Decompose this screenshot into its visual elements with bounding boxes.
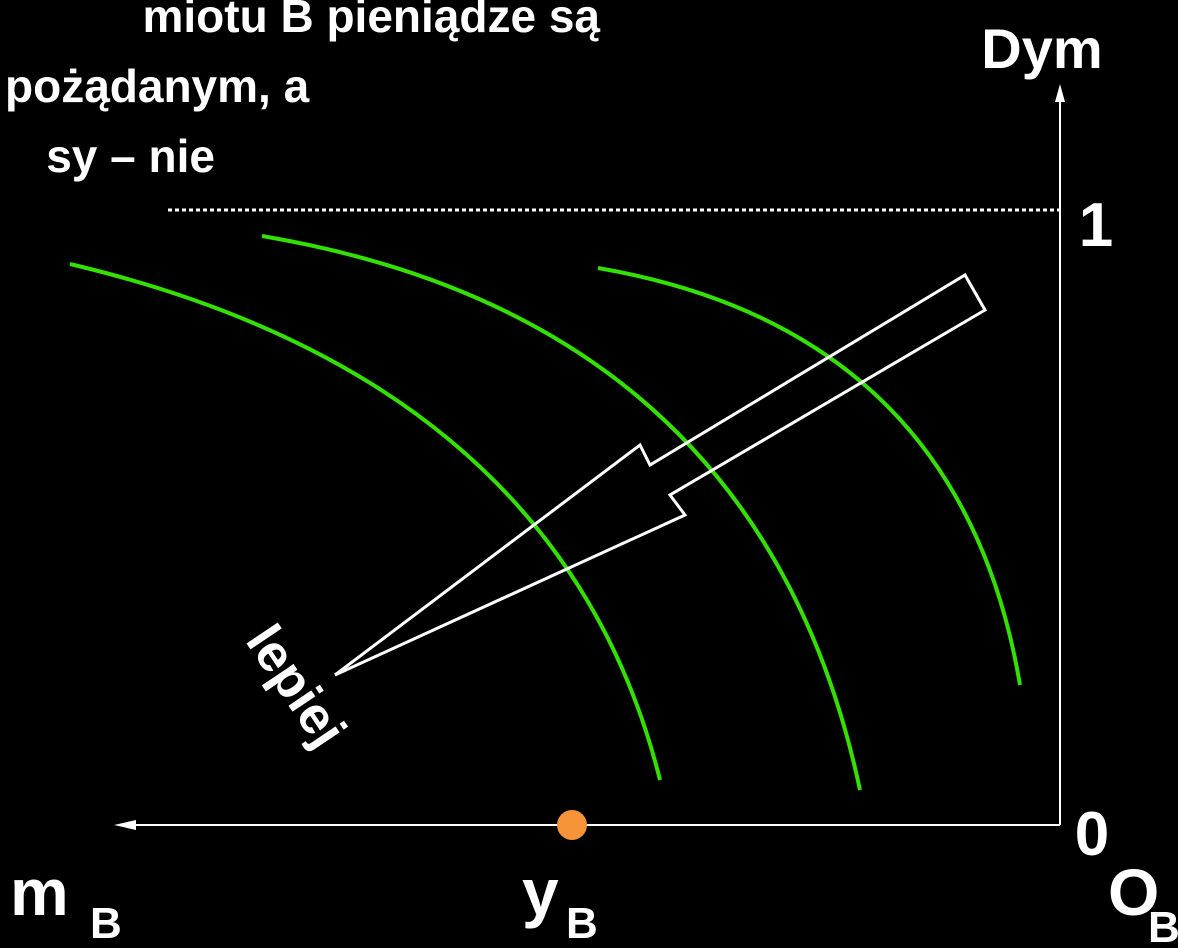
origin-label: O — [1108, 855, 1159, 929]
header-line: miotu B pieniądze są — [142, 0, 600, 42]
indifference-curve — [261, 234, 862, 791]
x-axis-arrow — [114, 820, 136, 830]
x-mid-label: y — [522, 855, 559, 929]
point-yb — [557, 810, 587, 840]
y-axis-arrow — [1055, 84, 1065, 102]
indifference-curve — [597, 266, 1022, 686]
origin-subscript: B — [1148, 903, 1178, 948]
header-line: pożądanym, a — [5, 60, 310, 112]
x-left-label: m — [10, 855, 69, 929]
x-mid-subscript: B — [566, 899, 598, 948]
y-top-label: 1 — [1079, 191, 1113, 260]
x-left-subscript: B — [90, 899, 122, 948]
better-arrow — [334, 272, 988, 677]
header-line: sy – nie — [46, 130, 215, 182]
indifference-curve — [69, 262, 662, 781]
y-axis-label: Dym — [981, 17, 1102, 80]
y-bottom-label: 0 — [1075, 800, 1109, 869]
